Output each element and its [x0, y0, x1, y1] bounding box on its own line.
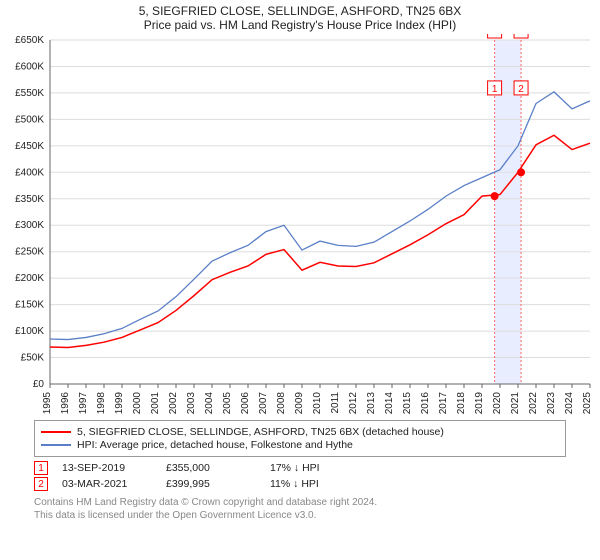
svg-text:2008: 2008	[276, 392, 287, 414]
svg-text:1995: 1995	[42, 392, 53, 414]
attribution: Contains HM Land Registry data © Crown c…	[34, 497, 566, 522]
marker-number-box: 2	[34, 477, 48, 491]
attribution-line-2: This data is licensed under the Open Gov…	[34, 510, 566, 523]
svg-text:£500K: £500K	[15, 114, 44, 125]
svg-text:£150K: £150K	[15, 300, 44, 311]
chart-titles: 5, SIEGFRIED CLOSE, SELLINDGE, ASHFORD, …	[0, 0, 600, 34]
marker-date: 13-SEP-2019	[62, 462, 152, 474]
legend: 5, SIEGFRIED CLOSE, SELLINDGE, ASHFORD, …	[34, 420, 566, 457]
svg-text:2011: 2011	[330, 392, 341, 414]
marker-date: 03-MAR-2021	[62, 478, 152, 490]
svg-text:£250K: £250K	[15, 247, 44, 258]
svg-text:£50K: £50K	[21, 353, 45, 364]
svg-text:2016: 2016	[420, 392, 431, 414]
svg-text:£450K: £450K	[15, 141, 44, 152]
marker-number-box: 1	[34, 461, 48, 475]
marker-price: £355,000	[166, 462, 256, 474]
svg-text:2014: 2014	[384, 392, 395, 414]
svg-text:2007: 2007	[258, 392, 269, 414]
marker-row: 2 03-MAR-2021 £399,995 11% ↓ HPI	[34, 477, 566, 491]
legend-label: 5, SIEGFRIED CLOSE, SELLINDGE, ASHFORD, …	[77, 426, 444, 438]
svg-text:2024: 2024	[564, 392, 575, 414]
chart-svg: £0 £50K £100K £150K £200K £250K £300K £350K £400…	[0, 34, 600, 414]
legend-swatch	[41, 431, 71, 433]
svg-text:2021: 2021	[510, 392, 521, 414]
svg-text:2022: 2022	[528, 392, 539, 414]
svg-text:2006: 2006	[240, 392, 251, 414]
svg-text:2003: 2003	[186, 392, 197, 414]
svg-text:2023: 2023	[546, 392, 557, 414]
svg-text:£0: £0	[33, 379, 45, 390]
svg-text:2000: 2000	[132, 392, 143, 414]
svg-text:1998: 1998	[96, 392, 107, 414]
svg-text:£600K: £600K	[15, 61, 44, 72]
svg-text:2017: 2017	[438, 392, 449, 414]
marker-price: £399,995	[166, 478, 256, 490]
svg-text:£350K: £350K	[15, 194, 44, 205]
marker-delta: 11% ↓ HPI	[270, 478, 360, 490]
svg-text:2013: 2013	[366, 392, 377, 414]
legend-row: HPI: Average price, detached house, Folk…	[41, 439, 559, 451]
sale-markers-table: 1 13-SEP-2019 £355,000 17% ↓ HPI 2 03-MAR-202…	[34, 461, 566, 491]
marker-delta: 17% ↓ HPI	[270, 462, 360, 474]
svg-text:2012: 2012	[348, 392, 359, 414]
svg-text:1997: 1997	[78, 392, 89, 414]
attribution-line-1: Contains HM Land Registry data © Crown c…	[34, 497, 566, 510]
title-line-1: 5, SIEGFRIED CLOSE, SELLINDGE, ASHFORD, …	[0, 4, 600, 18]
svg-text:2004: 2004	[204, 392, 215, 414]
svg-text:2010: 2010	[312, 392, 323, 414]
legend-row: 5, SIEGFRIED CLOSE, SELLINDGE, ASHFORD, …	[41, 426, 559, 438]
svg-text:2015: 2015	[402, 392, 413, 414]
svg-text:2018: 2018	[456, 392, 467, 414]
svg-text:£550K: £550K	[15, 88, 44, 99]
legend-swatch	[41, 444, 71, 446]
svg-text:£650K: £650K	[15, 35, 44, 46]
svg-text:2009: 2009	[294, 392, 305, 414]
svg-text:2020: 2020	[492, 392, 503, 414]
svg-text:2002: 2002	[168, 392, 179, 414]
svg-text:1: 1	[492, 84, 498, 95]
svg-text:2001: 2001	[150, 392, 161, 414]
svg-text:2025: 2025	[582, 392, 593, 414]
svg-text:£200K: £200K	[15, 273, 44, 284]
svg-text:2005: 2005	[222, 392, 233, 414]
svg-text:£100K: £100K	[15, 326, 44, 337]
svg-text:£300K: £300K	[15, 220, 44, 231]
svg-text:1999: 1999	[114, 392, 125, 414]
svg-text:2019: 2019	[474, 392, 485, 414]
svg-text:£400K: £400K	[15, 167, 44, 178]
svg-text:1996: 1996	[60, 392, 71, 414]
title-line-2: Price paid vs. HM Land Registry's House …	[0, 18, 600, 32]
svg-text:2: 2	[518, 84, 524, 95]
legend-label: HPI: Average price, detached house, Folk…	[77, 439, 353, 451]
chart-plot: £0 £50K £100K £150K £200K £250K £300K £350K £400…	[0, 34, 600, 414]
marker-row: 1 13-SEP-2019 £355,000 17% ↓ HPI	[34, 461, 566, 475]
